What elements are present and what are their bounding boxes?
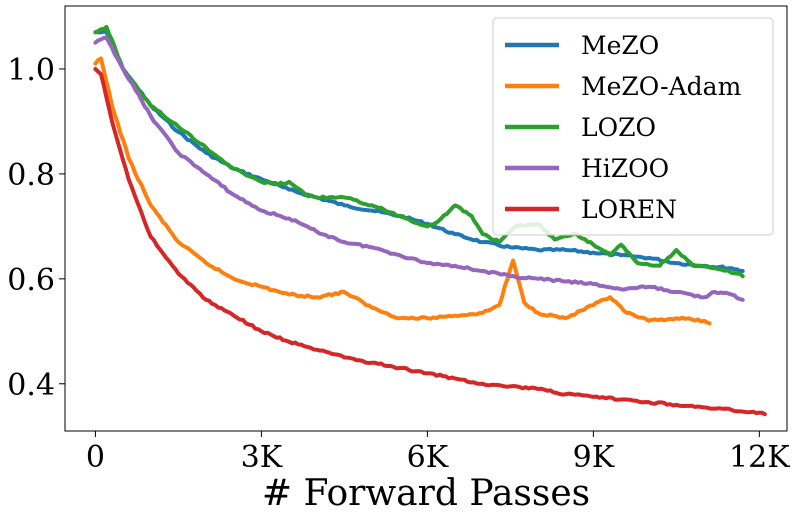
series-line-mezo — [93, 29, 745, 273]
plot-frame — [64, 5, 788, 432]
x-axis-title: # Forward Passes — [262, 473, 590, 514]
legend-label: MeZO — [581, 31, 659, 60]
y-axis: 0.4 0.6 0.8 1.0 — [7, 53, 65, 403]
series-line-loren — [93, 67, 767, 417]
legend: MeZO MeZO-Adam LOZO HiZOO LOREN — [492, 17, 774, 236]
x-axis: 0 3K 6K 9K 12K — [86, 431, 790, 475]
legend-box — [492, 17, 774, 236]
x-tick-label: 6K — [407, 440, 449, 475]
x-tick-label: 3K — [241, 440, 283, 475]
series-line-hizoo — [93, 35, 745, 302]
x-tick-label: 0 — [86, 440, 105, 475]
y-tick-label: 0.4 — [7, 368, 55, 403]
legend-label: LOREN — [581, 195, 677, 224]
x-tick-label: 12K — [729, 440, 790, 475]
y-tick-label: 0.6 — [7, 263, 55, 298]
y-tick-label: 1.0 — [7, 53, 55, 88]
legend-label: LOZO — [581, 113, 656, 142]
x-tick-label: 9K — [573, 440, 615, 475]
series-line-lozo — [93, 25, 745, 279]
y-tick-label: 0.8 — [7, 158, 55, 193]
legend-label: HiZOO — [581, 154, 669, 183]
series-layer — [93, 25, 767, 417]
legend-label: MeZO-Adam — [581, 72, 742, 101]
series-line-mezo-adam — [93, 56, 712, 326]
